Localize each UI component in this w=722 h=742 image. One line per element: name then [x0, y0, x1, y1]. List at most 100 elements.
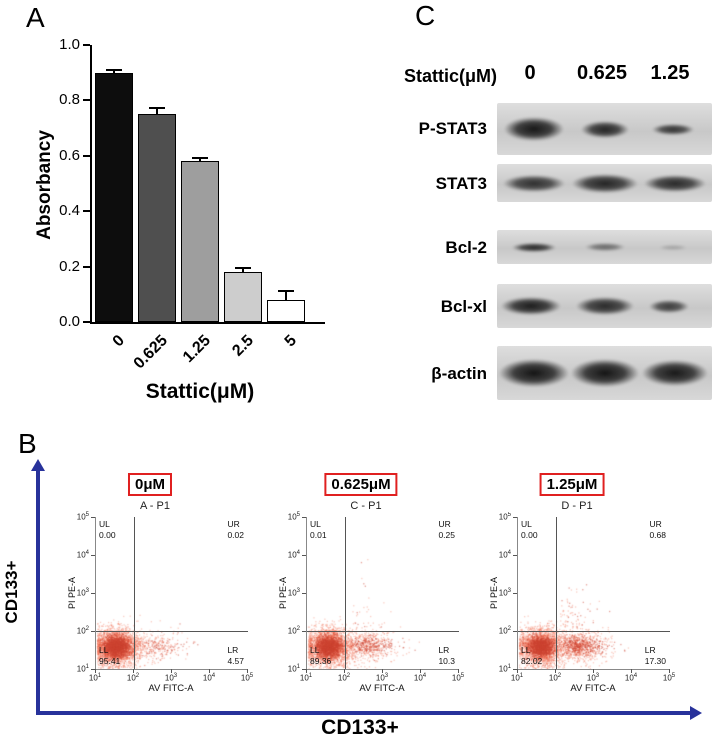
x-tick-label: 102 — [126, 673, 140, 683]
quadrant-hline — [96, 631, 248, 632]
scatter-canvas — [518, 517, 670, 669]
blot-header-label: Stattic(μM) — [404, 66, 498, 86]
y-tick-label: 103 — [287, 588, 300, 598]
absorbance-bar-chart: Absorbancy Stattic(μM) 0.0 0.2 0.4 0.6 0.8 1.… — [30, 30, 360, 430]
quadrant-lower-left: LL 82.02 — [521, 645, 542, 667]
y-tick-label: 102 — [498, 626, 511, 636]
blot-image-stat3 — [497, 164, 712, 202]
y-tick-label: 102 — [287, 626, 300, 636]
blot-dose-0: 0 — [524, 62, 536, 84]
y-tick-label: 105 — [498, 512, 511, 522]
y-tick-label: 101 — [287, 664, 300, 674]
bar-chart-y-axis-title: Absorbancy — [34, 130, 55, 240]
blot-image-bcl2 — [497, 230, 712, 264]
y-tick-label: 104 — [287, 550, 300, 560]
panel-c-letter: C — [415, 0, 436, 31]
y-tick-label: 103 — [498, 588, 511, 598]
quadrant-name: UR — [438, 519, 451, 529]
quadrant-value: 0.02 — [227, 530, 244, 541]
quadrant-value: 0.00 — [99, 530, 116, 541]
x-tick-label: 103 — [164, 673, 178, 683]
quadrant-name: LL — [310, 644, 320, 655]
quadrant-name: UL — [99, 519, 110, 529]
flow-plot-0um: 0μM A - P1 PI PE-A UL 0.00 UR 0.02 LL 95… — [55, 473, 265, 713]
x-tick-label: 105 — [662, 673, 676, 683]
plot-title: D - P1 — [561, 500, 593, 512]
quadrant-upper-right: UR 0.25 — [438, 519, 455, 541]
plot-area: UL 0.00 UR 0.68 LL 82.02 LR 17.30 — [517, 517, 670, 670]
quadrant-hline — [518, 631, 670, 632]
x-tick-label: 102 — [548, 673, 562, 683]
x-tick-label: 104 — [202, 673, 216, 683]
plot-x-axis-label: AV FITC-A — [570, 683, 616, 694]
dose-badge: 1.25μM — [539, 473, 605, 496]
dose-badge: 0μM — [127, 473, 173, 496]
cd133-left-axis-label: CD133+ — [2, 560, 21, 624]
quadrant-value: 0.00 — [521, 530, 538, 541]
quadrant-name: UL — [521, 519, 532, 529]
x-axis-arrowhead-icon — [690, 706, 702, 720]
x-tick-label: 101 — [88, 673, 102, 683]
cd133-bottom-axis-label: CD133+ — [321, 716, 399, 739]
quadrant-value: 0.25 — [438, 530, 455, 541]
quadrant-name: LR — [644, 644, 656, 655]
x-tick-label: 103 — [375, 673, 389, 683]
y-tick-label: 105 — [287, 512, 300, 522]
y-tick-label: 105 — [76, 512, 89, 522]
quadrant-value: 10.3 — [438, 655, 455, 666]
dose-badge: 0.625μM — [324, 473, 398, 496]
blot-image-p-stat3 — [497, 103, 712, 155]
protein-label-p-stat3: P-STAT3 — [418, 119, 487, 138]
quadrant-hline — [307, 631, 459, 632]
y-axis-arrow — [36, 470, 40, 714]
y-tick-label: 103 — [76, 588, 89, 598]
plot-x-axis-label: AV FITC-A — [148, 683, 194, 694]
protein-label-beta-actin: β-actin — [431, 364, 487, 383]
quadrant-value: 17.30 — [644, 655, 666, 666]
quadrant-vline — [345, 517, 346, 669]
quadrant-upper-left: UL 0.00 — [521, 519, 538, 541]
quadrant-lower-right: LR 10.3 — [438, 645, 455, 667]
y-axis-arrowhead-icon — [31, 459, 45, 471]
quadrant-value: 89.36 — [310, 655, 332, 666]
bar-chart-x-axis-title: Stattic(μM) — [145, 380, 255, 403]
y-tick-label: 104 — [76, 550, 89, 560]
y-tick-label: 101 — [76, 664, 89, 674]
x-axis-arrow — [36, 711, 692, 715]
quadrant-value: 82.02 — [521, 655, 543, 666]
quadrant-name: LR — [227, 644, 239, 655]
x-tick-label: 101 — [299, 673, 313, 683]
protein-label-stat3: STAT3 — [435, 174, 487, 193]
x-tick-label: 104 — [413, 673, 427, 683]
panel-a-letter: A — [26, 2, 45, 33]
quadrant-name: LL — [99, 644, 109, 655]
quadrant-upper-left: UL 0.01 — [310, 519, 327, 541]
x-tick-label: 102 — [337, 673, 351, 683]
blot-dose-1: 0.625 — [576, 62, 628, 84]
quadrant-name: UR — [227, 519, 240, 529]
quadrant-name: UL — [310, 519, 321, 529]
quadrant-lower-right: LR 17.30 — [645, 645, 666, 667]
y-tick-label: 102 — [76, 626, 89, 636]
quadrant-lower-left: LL 95.41 — [99, 645, 120, 667]
panel-b-letter: B — [18, 428, 37, 459]
x-tick-label: 103 — [586, 673, 600, 683]
y-tick-label: 101 — [498, 664, 511, 674]
blot-dose-2: 1.25 — [650, 62, 690, 84]
protein-label-bcl2: Bcl-2 — [445, 238, 487, 257]
quadrant-value: 4.57 — [227, 655, 244, 666]
x-tick-label: 105 — [451, 673, 465, 683]
quadrant-lower-left: LL 89.36 — [310, 645, 331, 667]
quadrant-upper-right: UR 0.68 — [649, 519, 666, 541]
scatter-canvas — [96, 517, 248, 669]
quadrant-upper-right: UR 0.02 — [227, 519, 244, 541]
protein-label-bclxl: Bcl-xl — [440, 297, 487, 316]
x-tick-label: 105 — [240, 673, 254, 683]
quadrant-name: LL — [521, 644, 531, 655]
y-tick-label: 104 — [498, 550, 511, 560]
blot-image-bclxl — [497, 284, 712, 328]
quadrant-value: 95.41 — [99, 655, 121, 666]
quadrant-upper-left: UL 0.00 — [99, 519, 116, 541]
plot-area: UL 0.00 UR 0.02 LL 95.41 LR 4.57 — [95, 517, 248, 670]
